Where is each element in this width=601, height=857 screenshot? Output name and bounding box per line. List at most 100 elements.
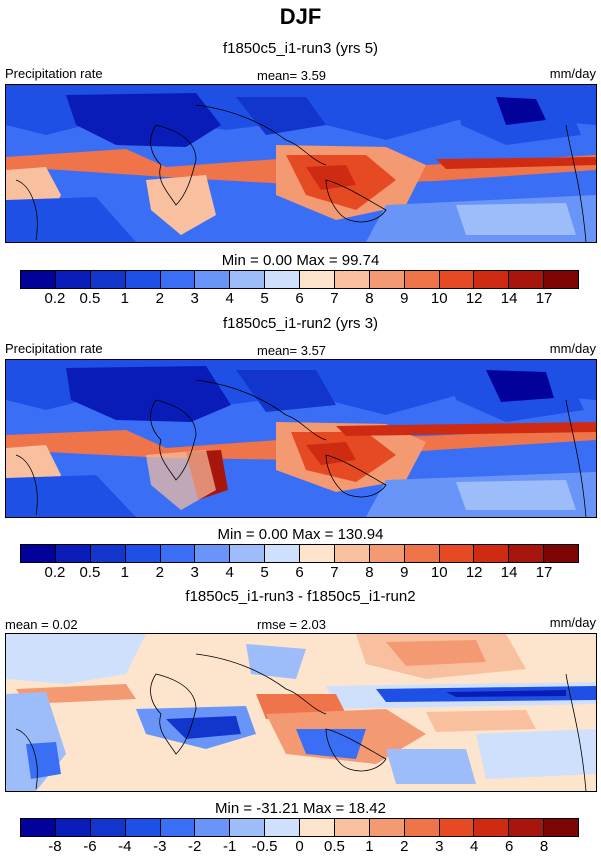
colorbar-tick-label: 12 [465, 290, 483, 307]
figure-title: DJF [279, 4, 322, 29]
colorbar-swatch [544, 545, 578, 562]
colorbar-swatch [230, 545, 266, 562]
colorbar-swatch [439, 819, 475, 836]
colorbar-tick-label: 1 [120, 564, 129, 581]
panel1-case-title: f1850c5_i1-run3 (yrs 5) [222, 40, 379, 57]
colorbar-swatch [544, 819, 578, 836]
colorbar-swatch [300, 545, 335, 562]
panel3-difference-map [5, 633, 597, 792]
colorbar-tick-label: 6 [295, 290, 304, 307]
panel3-colorbar-ticks: -8 -6 -4 -3 -2 -1 -0.5 0 0.5 1 2 3 4 6 8 [20, 838, 579, 856]
colorbar-swatch [509, 545, 545, 562]
colorbar-tick-label: 10 [430, 290, 448, 307]
panel3-min-max: Min = -31.21 Max = 18.42 [215, 800, 386, 817]
colorbar-swatch [509, 271, 545, 288]
colorbar-tick-label: 2 [155, 290, 164, 307]
colorbar-swatch [369, 271, 405, 288]
colorbar-tick-label: 1 [365, 838, 374, 855]
panel2-colorbar-ticks: 0.2 0.5 1 2 3 4 5 6 7 8 9 10 12 14 17 [20, 564, 579, 582]
panel3-case-title: f1850c5_i1-run3 - f1850c5_i1-run2 [185, 588, 416, 605]
panel2-min-max: Min = 0.00 Max = 130.94 [217, 526, 384, 543]
panel3-units-label: mm/day [549, 615, 596, 630]
colorbar-tick-label: 7 [330, 290, 339, 307]
panel1-precip-map [5, 84, 597, 243]
colorbar-swatch [474, 271, 510, 288]
colorbar-swatch [509, 819, 545, 836]
panel2-case-title: f1850c5_i1-run2 (yrs 3) [222, 315, 379, 332]
colorbar-tick-label: 8 [365, 290, 374, 307]
colorbar-swatch [404, 271, 440, 288]
panel1-min-max: Min = 0.00 Max = 99.74 [221, 252, 380, 269]
colorbar-tick-label: 5 [260, 564, 269, 581]
colorbar-tick-label: 1 [120, 290, 129, 307]
colorbar-swatch [21, 271, 56, 288]
colorbar-tick-label: 4 [470, 838, 479, 855]
colorbar-swatch [55, 271, 91, 288]
colorbar-swatch [369, 819, 405, 836]
colorbar-swatch [21, 545, 56, 562]
colorbar-tick-label: 9 [400, 290, 409, 307]
colorbar-swatch [90, 819, 126, 836]
colorbar-tick-label: 0.5 [79, 564, 101, 581]
colorbar-swatch [369, 545, 405, 562]
colorbar-swatch [439, 545, 475, 562]
panel2-variable-label: Precipitation rate [5, 341, 103, 356]
colorbar-tick-label: 3 [435, 838, 444, 855]
colorbar-swatch [160, 819, 196, 836]
colorbar-tick-label: 3 [190, 564, 199, 581]
colorbar-tick-label: -1 [222, 838, 237, 855]
panel2-units-label: mm/day [549, 341, 596, 356]
colorbar-swatch [195, 271, 231, 288]
colorbar-tick-label: -6 [83, 838, 97, 855]
colorbar-tick-label: -3 [153, 838, 167, 855]
panel1-units-label: mm/day [549, 66, 596, 81]
colorbar-swatch [195, 545, 231, 562]
panel3-rmse-label: rmse = 2.03 [257, 617, 327, 632]
colorbar-tick-label: 17 [535, 290, 553, 307]
panel1-mean-label: mean= 3.59 [257, 68, 327, 83]
colorbar-swatch [334, 819, 370, 836]
colorbar-tick-label: 2 [155, 564, 164, 581]
colorbar-tick-label: 8 [539, 838, 549, 855]
colorbar-swatch [404, 819, 440, 836]
colorbar-tick-label: -4 [118, 838, 132, 855]
colorbar-swatch [160, 545, 196, 562]
colorbar-swatch [195, 819, 231, 836]
colorbar-tick-label: -0.5 [251, 838, 278, 855]
panel2-colorbar [20, 544, 579, 563]
colorbar-swatch [21, 819, 56, 836]
panel1-colorbar-ticks: 0.2 0.5 1 2 3 4 5 6 7 8 9 10 12 14 17 [20, 290, 579, 308]
colorbar-tick-label: 0.5 [324, 838, 345, 855]
colorbar-tick-label: 0.5 [79, 290, 101, 307]
colorbar-swatch [90, 545, 126, 562]
colorbar-tick-label: 14 [500, 290, 518, 307]
panel2-precip-map [5, 359, 597, 518]
colorbar-tick-label: -2 [188, 838, 202, 855]
colorbar-swatch [334, 271, 370, 288]
colorbar-swatch [55, 545, 91, 562]
colorbar-swatch [265, 545, 300, 562]
colorbar-tick-label: 6 [295, 564, 304, 581]
colorbar-tick-label: 6 [504, 838, 514, 855]
colorbar-swatch [300, 819, 335, 836]
colorbar-swatch [230, 271, 266, 288]
panel3-colorbar [20, 818, 579, 837]
colorbar-tick-label: 7 [330, 564, 339, 581]
colorbar-tick-label: 17 [535, 564, 553, 581]
colorbar-tick-label: 0.2 [44, 290, 66, 307]
colorbar-tick-label: 12 [465, 564, 483, 581]
colorbar-tick-label: 3 [190, 290, 199, 307]
colorbar-swatch [439, 271, 475, 288]
panel3-map-graphic [6, 634, 596, 791]
panel2-mean-label: mean= 3.57 [257, 343, 327, 358]
colorbar-swatch [125, 819, 161, 836]
colorbar-swatch [544, 271, 578, 288]
colorbar-swatch [265, 271, 300, 288]
panel3-mean-label: mean = 0.02 [5, 617, 78, 632]
colorbar-swatch [90, 271, 126, 288]
colorbar-tick-label: 4 [225, 290, 234, 307]
colorbar-swatch [334, 545, 370, 562]
colorbar-tick-label: 5 [260, 290, 269, 307]
panel1-variable-label: Precipitation rate [5, 66, 103, 81]
panel2-map-graphic [6, 360, 596, 517]
